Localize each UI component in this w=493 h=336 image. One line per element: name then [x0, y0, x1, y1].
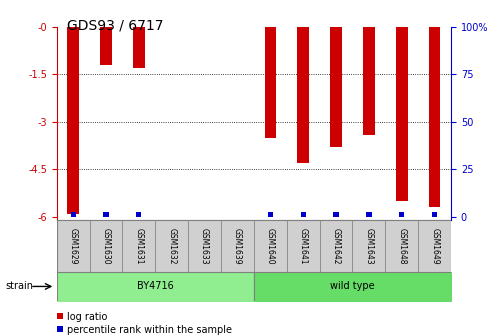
Text: GDS93 / 6717: GDS93 / 6717	[67, 18, 163, 33]
Text: log ratio: log ratio	[67, 311, 107, 322]
Bar	[330, 27, 342, 147]
Text: wild type: wild type	[330, 282, 375, 291]
Bar	[297, 27, 309, 163]
FancyBboxPatch shape	[188, 220, 221, 272]
Text: GSM1629: GSM1629	[69, 228, 77, 264]
Bar	[104, 212, 108, 217]
Bar	[363, 27, 375, 134]
Text: GSM1633: GSM1633	[200, 228, 209, 264]
Text: GSM1630: GSM1630	[102, 228, 110, 264]
Bar	[265, 27, 276, 138]
Bar	[429, 27, 440, 207]
Text: percentile rank within the sample: percentile rank within the sample	[67, 325, 232, 335]
Text: GSM1643: GSM1643	[364, 228, 373, 264]
Bar	[136, 212, 141, 217]
Text: strain: strain	[5, 281, 33, 291]
Bar	[432, 212, 437, 217]
FancyBboxPatch shape	[386, 220, 418, 272]
Bar	[366, 212, 372, 217]
FancyBboxPatch shape	[319, 220, 352, 272]
FancyBboxPatch shape	[122, 220, 155, 272]
Bar	[70, 212, 76, 217]
Text: GSM1649: GSM1649	[430, 228, 439, 264]
Text: GSM1639: GSM1639	[233, 228, 242, 264]
FancyBboxPatch shape	[155, 220, 188, 272]
Bar	[68, 27, 79, 214]
FancyBboxPatch shape	[221, 220, 254, 272]
Text: GSM1648: GSM1648	[397, 228, 406, 264]
Bar	[268, 212, 273, 217]
Text: GSM1642: GSM1642	[332, 228, 341, 264]
FancyBboxPatch shape	[287, 220, 319, 272]
Text: GSM1640: GSM1640	[266, 228, 275, 264]
FancyBboxPatch shape	[254, 220, 287, 272]
FancyBboxPatch shape	[57, 220, 90, 272]
Text: GSM1632: GSM1632	[167, 228, 176, 264]
Text: BY4716: BY4716	[137, 282, 174, 291]
Bar	[333, 212, 339, 217]
Text: GSM1641: GSM1641	[299, 228, 308, 264]
Text: GSM1631: GSM1631	[135, 228, 143, 264]
Bar	[399, 212, 404, 217]
FancyBboxPatch shape	[90, 220, 122, 272]
FancyBboxPatch shape	[418, 220, 451, 272]
Bar	[301, 212, 306, 217]
FancyBboxPatch shape	[352, 220, 386, 272]
Bar	[100, 27, 112, 65]
Bar	[396, 27, 408, 201]
Bar	[133, 27, 144, 68]
